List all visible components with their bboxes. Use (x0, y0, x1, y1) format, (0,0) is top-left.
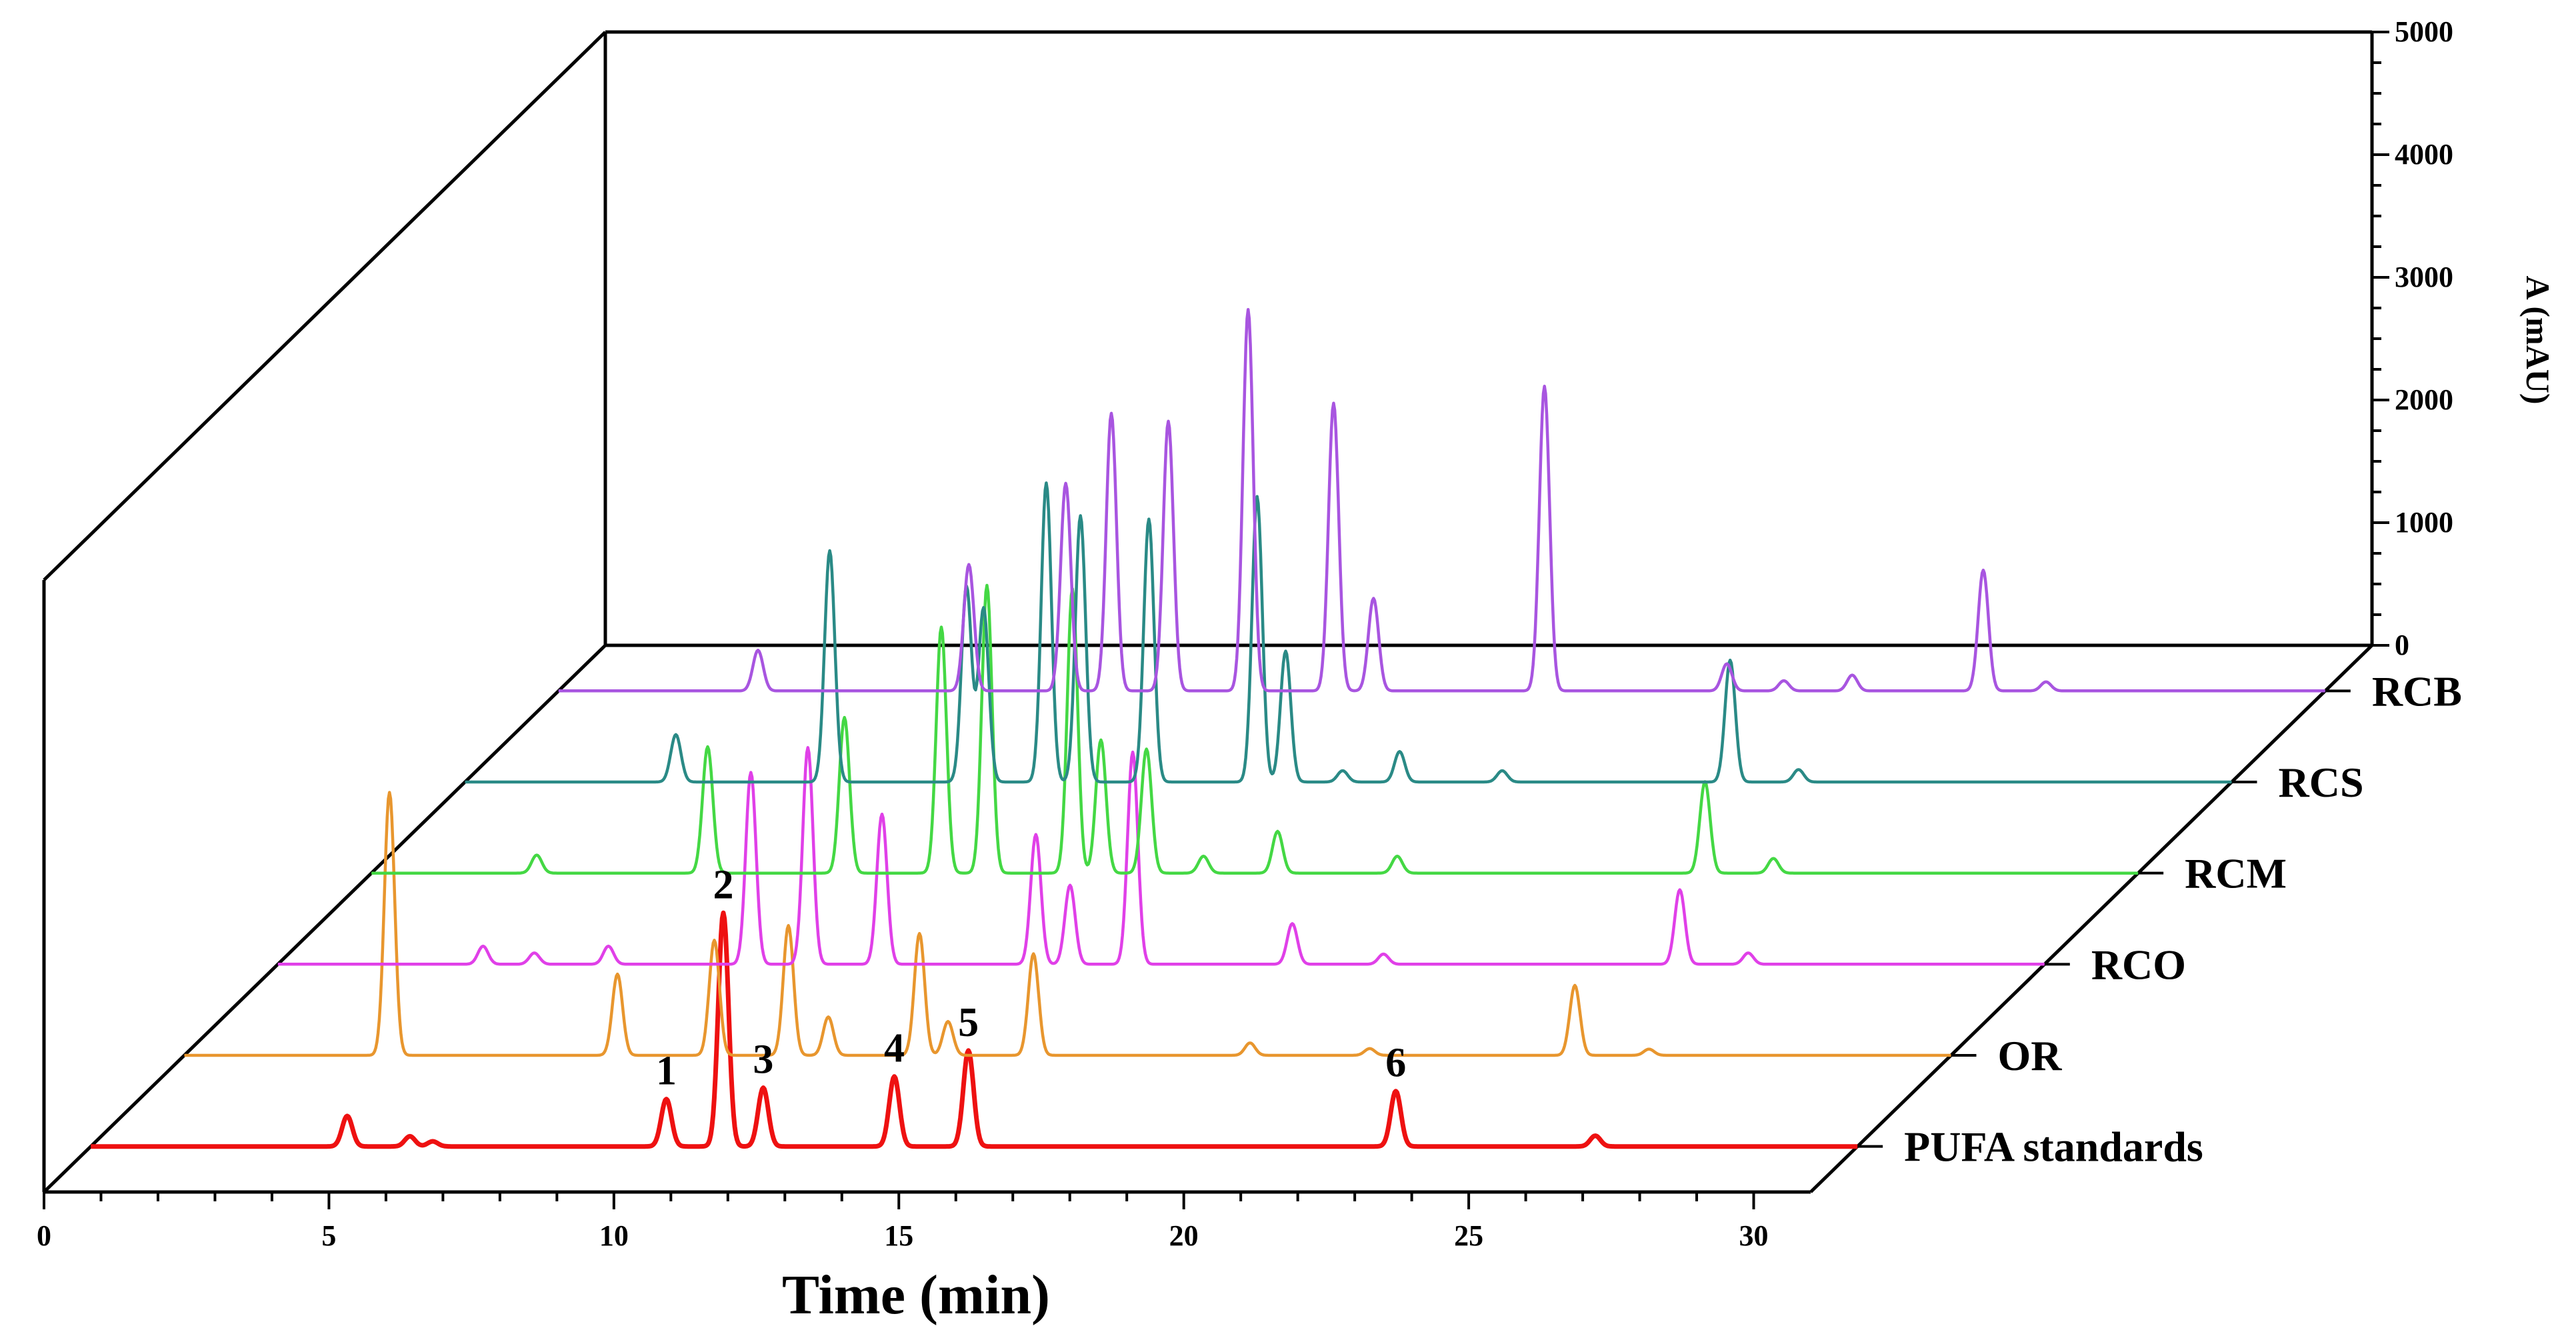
series-label: RCM (2185, 850, 2287, 897)
peak-label: 4 (884, 1026, 905, 1071)
trace-rcb (558, 307, 2326, 693)
z-axis-line (1809, 644, 2373, 1193)
frame-bottom-diagonal (43, 644, 607, 1193)
x-tick-label: 5 (321, 1219, 336, 1252)
y-tick-label: 4000 (2395, 138, 2453, 171)
series-label: RCB (2372, 667, 2462, 715)
y-tick-label: 0 (2395, 629, 2409, 661)
y-tick-label: 3000 (2395, 261, 2453, 293)
y-tick-label: 2000 (2395, 383, 2453, 416)
x-axis-ticks: 0 5 10 15 20 25 30 (37, 1192, 1769, 1252)
frame-top-diagonal (43, 31, 607, 581)
peak-label: 3 (753, 1037, 773, 1083)
trace-rco (277, 746, 2045, 966)
peak-label: 1 (656, 1049, 677, 1094)
x-tick-label: 10 (599, 1219, 629, 1252)
x-tick-label: 0 (37, 1219, 51, 1252)
series-label: RCO (2091, 941, 2186, 988)
x-tick-label: 20 (1169, 1219, 1199, 1252)
x-tick-label: 25 (1454, 1219, 1483, 1252)
x-axis-title: Time (min) (782, 1264, 1050, 1326)
series-label: OR (1998, 1032, 2063, 1079)
trace-rcs (464, 481, 2233, 784)
peak-labels: 1 2 3 4 5 6 (656, 862, 1406, 1093)
trace-or (183, 791, 1952, 1057)
chromatogram-traces (89, 307, 2326, 1149)
peak-label: 6 (1385, 1041, 1406, 1086)
series-label: PUFA standards (1904, 1123, 2203, 1171)
x-tick-label: 30 (1739, 1219, 1769, 1252)
peak-label: 5 (958, 1000, 979, 1045)
trace-pufa-standards (89, 910, 1859, 1149)
plot-frame (42, 30, 2374, 1194)
y-tick-label: 5000 (2395, 15, 2453, 48)
y-axis-ticks: 0 1000 2000 3000 4000 5000 (2372, 15, 2453, 661)
series-axis-ticks (1857, 689, 2351, 1148)
trace-rcm (371, 583, 2139, 875)
y-tick-label: 1000 (2395, 506, 2453, 539)
peak-label: 2 (713, 862, 734, 907)
x-tick-label: 15 (884, 1219, 913, 1252)
series-label: RCS (2279, 759, 2364, 806)
y-axis-title: A (mAU) (2519, 275, 2557, 404)
